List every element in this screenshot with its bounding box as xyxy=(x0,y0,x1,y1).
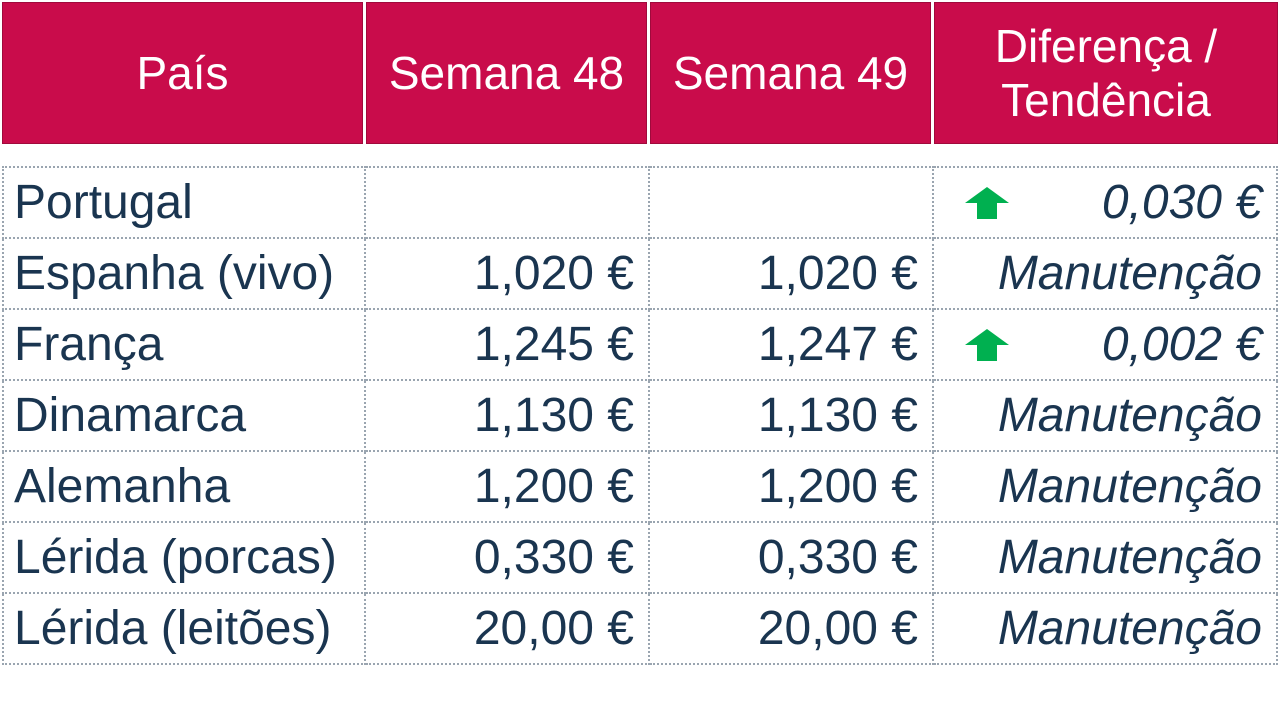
cell-week-48: 0,330 € xyxy=(366,523,650,594)
cell-week-49: 20,00 € xyxy=(650,594,934,665)
up-arrow-icon xyxy=(965,328,1009,361)
cell-country: Lérida (leitões) xyxy=(2,594,366,665)
cell-trend: Manutenção xyxy=(934,381,1278,452)
header-country: País xyxy=(2,2,366,144)
header-week-48: Semana 48 xyxy=(366,2,650,144)
cell-trend-text: 0,002 € xyxy=(1101,318,1262,371)
cell-trend: Manutenção xyxy=(934,523,1278,594)
cell-trend: 0,030 € xyxy=(934,166,1278,239)
table-row: França 1,245 € 1,247 € 0,002 € xyxy=(2,310,1278,381)
cell-week-49-text: 1,200 € xyxy=(757,460,918,513)
cell-trend-text: Manutenção xyxy=(997,531,1262,584)
up-arrow-icon xyxy=(965,186,1009,219)
header-trend-line2: Tendência xyxy=(1001,74,1211,126)
cell-country: França xyxy=(2,310,366,381)
cell-week-49-text: 1,247 € xyxy=(757,318,918,371)
cell-country: Lérida (porcas) xyxy=(2,523,366,594)
cell-country-text: França xyxy=(14,318,164,371)
cell-week-49: 1,247 € xyxy=(650,310,934,381)
cell-week-48-text: 1,200 € xyxy=(473,460,634,513)
cell-week-48: 1,200 € xyxy=(366,452,650,523)
table-row: Dinamarca 1,130 € 1,130 € Manutenção xyxy=(2,381,1278,452)
cell-week-48 xyxy=(366,166,650,239)
cell-week-49-text: 0,330 € xyxy=(757,531,918,584)
cell-week-48-text: 20,00 € xyxy=(473,602,634,655)
header-week-49: Semana 49 xyxy=(650,2,934,144)
cell-country-text: Alemanha xyxy=(14,460,231,513)
cell-country-text: Lérida (porcas) xyxy=(14,531,337,584)
table-row: Portugal 0,030 € xyxy=(2,166,1278,239)
cell-trend-text: Manutenção xyxy=(997,389,1262,442)
cell-week-49-text: 1,020 € xyxy=(757,247,918,300)
cell-week-48: 1,130 € xyxy=(366,381,650,452)
cell-trend: Manutenção xyxy=(934,594,1278,665)
cell-country: Portugal xyxy=(2,166,366,239)
cell-country-text: Dinamarca xyxy=(14,389,247,442)
cell-week-49: 1,020 € xyxy=(650,239,934,310)
cell-week-48: 1,020 € xyxy=(366,239,650,310)
cell-week-49 xyxy=(650,166,934,239)
cell-week-49-text: 1,130 € xyxy=(757,389,918,442)
cell-trend: Manutenção xyxy=(934,239,1278,310)
cell-trend: 0,002 € xyxy=(934,310,1278,381)
cell-week-48-text: 1,245 € xyxy=(473,318,634,371)
table-row: Lérida (porcas) 0,330 € 0,330 € Manutenção xyxy=(2,523,1278,594)
cell-week-49: 1,130 € xyxy=(650,381,934,452)
header-trend-line1: Diferença / xyxy=(994,20,1218,72)
cell-week-49: 0,330 € xyxy=(650,523,934,594)
cell-week-48-text: 1,130 € xyxy=(473,389,634,442)
cell-trend-text: Manutenção xyxy=(997,460,1262,513)
cell-country-text: Lérida (leitões) xyxy=(14,602,332,655)
cell-week-48-text: 1,020 € xyxy=(473,247,634,300)
header-trend: Diferença / Tendência xyxy=(934,2,1278,144)
cell-trend-text: 0,030 € xyxy=(1101,176,1262,229)
table-row: Espanha (vivo) 1,020 € 1,020 € Manutenção xyxy=(2,239,1278,310)
cell-trend-text: Manutenção xyxy=(997,602,1262,655)
cell-country-text: Portugal xyxy=(14,176,193,229)
cell-week-49: 1,200 € xyxy=(650,452,934,523)
table-row: Alemanha 1,200 € 1,200 € Manutenção xyxy=(2,452,1278,523)
cell-week-48: 20,00 € xyxy=(366,594,650,665)
cell-week-49-text: 20,00 € xyxy=(757,602,918,655)
cell-trend-text: Manutenção xyxy=(997,247,1262,300)
cell-country: Alemanha xyxy=(2,452,366,523)
cell-week-48: 1,245 € xyxy=(366,310,650,381)
cell-trend: Manutenção xyxy=(934,452,1278,523)
cell-country: Dinamarca xyxy=(2,381,366,452)
table-header: País Semana 48 Semana 49 Diferença / Ten… xyxy=(2,2,1278,144)
cell-country-text: Espanha (vivo) xyxy=(14,247,335,300)
table-row: Lérida (leitões) 20,00 € 20,00 € Manutenção xyxy=(2,594,1278,665)
cell-country: Espanha (vivo) xyxy=(2,239,366,310)
table-body: Portugal 0,030 € Espanha (vivo) 1,020 € 1,02… xyxy=(2,166,1278,665)
cell-week-48-text: 0,330 € xyxy=(473,531,634,584)
